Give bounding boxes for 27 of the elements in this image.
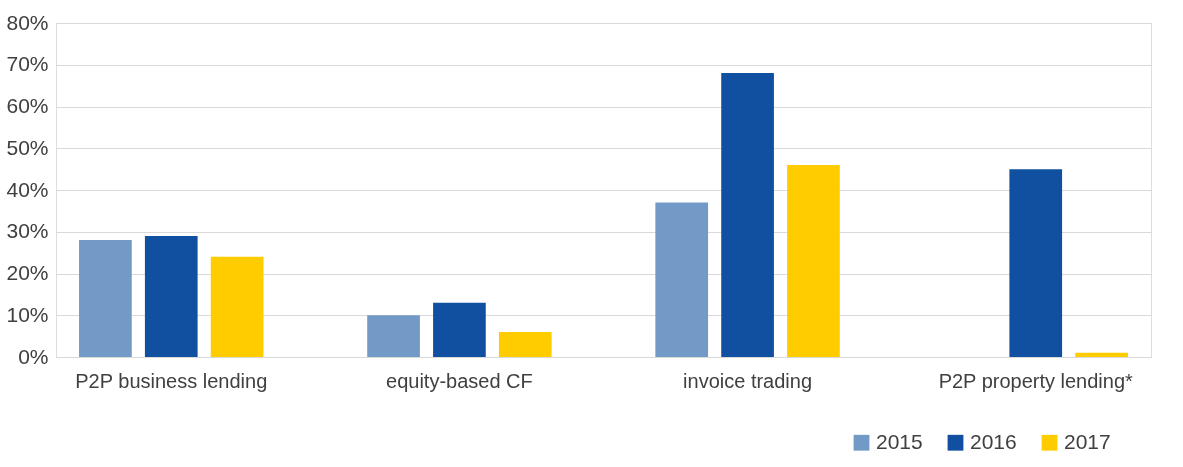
bar <box>787 164 840 357</box>
y-tick-label: 40% <box>6 177 49 201</box>
y-tick-label: 50% <box>6 135 49 159</box>
y-tick-label: 0% <box>18 344 49 368</box>
y-tick-label: 70% <box>6 52 49 76</box>
legend-label: 2015 <box>876 429 923 453</box>
x-tick-label: P2P property lending* <box>938 369 1134 392</box>
bar <box>498 331 552 357</box>
x-tick-label: equity-based CF <box>386 369 533 392</box>
bar <box>210 256 264 357</box>
x-tick-label: P2P business lending <box>75 369 268 392</box>
x-tick-label: invoice trading <box>683 369 813 392</box>
y-tick-label: 80% <box>6 10 49 34</box>
bar <box>367 315 420 357</box>
bar <box>1075 352 1128 357</box>
bar <box>1009 169 1063 357</box>
y-tick-label: 10% <box>6 302 49 326</box>
legend-label: 2017 <box>1064 429 1111 453</box>
bar <box>655 202 709 357</box>
bar <box>721 73 774 357</box>
bar <box>79 240 132 357</box>
y-tick-label: 30% <box>6 219 49 243</box>
bar <box>433 302 486 357</box>
legend-label: 2016 <box>970 429 1017 453</box>
bar <box>144 235 198 357</box>
y-tick-label: 60% <box>6 94 49 117</box>
y-tick-label: 20% <box>6 261 49 284</box>
